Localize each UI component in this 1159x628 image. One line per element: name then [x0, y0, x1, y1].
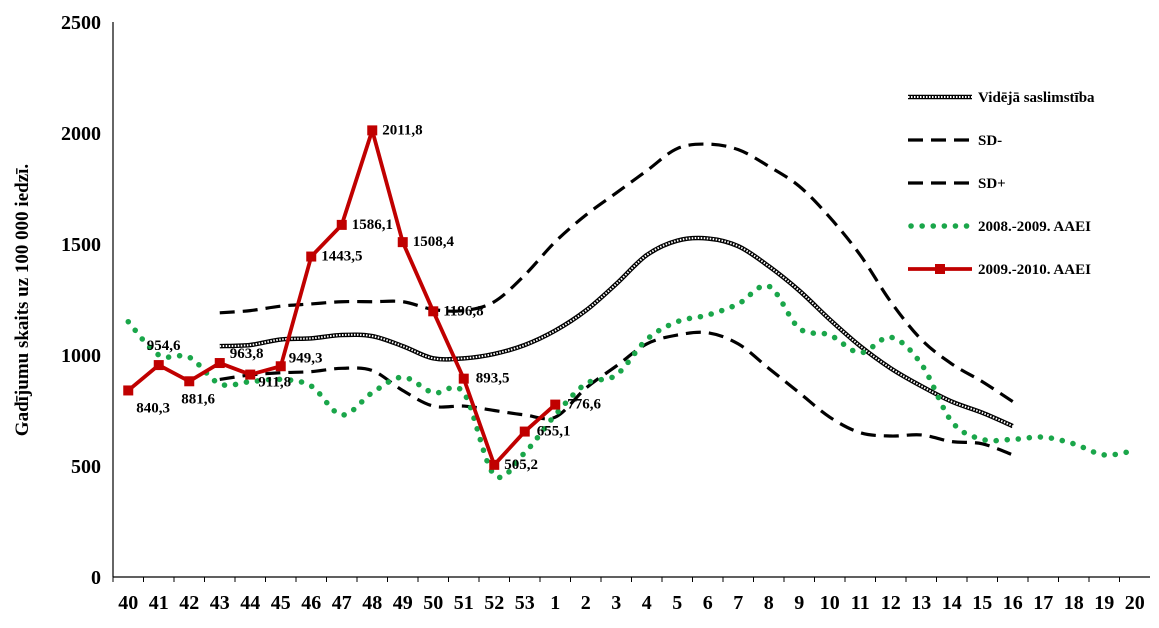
x-tick-label: 45 — [271, 592, 291, 614]
legend-sd-label: SD+ — [978, 176, 1006, 192]
x-tick-label: 52 — [484, 592, 504, 614]
series-2009-2010-aaei-point — [428, 306, 439, 317]
data-label: 2011,8 — [382, 122, 422, 138]
legend-2009-2010-aaei-label: 2009.-2010. AAEI — [978, 262, 1091, 278]
x-tick-label: 15 — [972, 592, 992, 614]
x-tick-label: 13 — [911, 592, 931, 614]
data-label: 1443,5 — [321, 249, 362, 265]
series-vid-j-saslimst-ba-line-inner — [219, 237, 1014, 427]
data-label: 911,8 — [258, 375, 291, 391]
series-2009-2010-aaei-point — [367, 125, 378, 136]
y-tick-label: 2000 — [61, 123, 101, 145]
x-tick-label: 46 — [301, 592, 321, 614]
series-2009-2010-aaei-point — [306, 251, 317, 262]
series-2009-2010-aaei-point — [214, 358, 225, 369]
series-2009-2010-aaei-point — [458, 373, 469, 384]
series-2009-2010-aaei-point — [153, 360, 164, 371]
x-tick-label: 9 — [794, 592, 804, 614]
x-tick-label: 41 — [149, 592, 169, 614]
series-2008-2009-aaei-line — [125, 282, 1138, 480]
x-tick-label: 10 — [820, 592, 840, 614]
data-label: 1508,4 — [413, 234, 455, 250]
x-tick-label: 44 — [240, 592, 260, 614]
data-label: 1196,8 — [443, 303, 483, 319]
x-tick-label: 50 — [423, 592, 443, 614]
x-tick-label: 8 — [764, 592, 774, 614]
x-tick-label: 20 — [1125, 592, 1145, 614]
x-tick-label: 14 — [942, 592, 962, 614]
series-2009-2010-aaei-point — [275, 361, 286, 372]
series-2009-2010-aaei-point — [489, 459, 500, 470]
x-tick-label: 48 — [362, 592, 382, 614]
x-tick-label: 43 — [210, 592, 230, 614]
legend-sd-label: SD- — [978, 133, 1002, 149]
series-vid-j-saslimst-ba-line — [219, 235, 1014, 429]
x-tick-label: 11 — [851, 592, 870, 614]
data-label: 840,3 — [136, 400, 170, 416]
x-tick-label: 1 — [550, 592, 560, 614]
x-tick-label: 18 — [1064, 592, 1084, 614]
series-2009-2010-aaei-point — [550, 399, 561, 410]
data-label: 881,6 — [181, 391, 215, 407]
data-label: 776,6 — [567, 397, 601, 413]
legend-sd: SD+ — [908, 176, 1006, 192]
data-label: 1586,1 — [352, 217, 393, 233]
y-tick-label: 1000 — [61, 345, 101, 367]
x-tick-labels: 40 41 42 43 44 45 46 47 48 49 50 51 52 53 1 2 3 4 5 6 7 8 9 10 1… — [112, 577, 1145, 614]
y-tick-label: 500 — [71, 456, 101, 478]
series-2009-2010-aaei-point — [184, 376, 195, 387]
series-sd-line — [219, 330, 1014, 457]
y-tick-label: 2500 — [61, 12, 101, 34]
series-2009-2010-aaei-point — [397, 237, 408, 248]
series-lines — [123, 125, 1138, 480]
legend-sd: SD- — [908, 133, 1002, 149]
data-label: 954,6 — [147, 338, 181, 354]
x-tick-label: 5 — [672, 592, 682, 614]
x-tick-label: 19 — [1094, 592, 1114, 614]
x-tick-label: 3 — [611, 592, 621, 614]
y-tick-labels: 0 500 1000 1500 2000 2500 — [61, 12, 101, 589]
y-tick-label: 1500 — [61, 234, 101, 256]
x-tick-label: 53 — [515, 592, 535, 614]
data-label: 949,3 — [289, 350, 323, 366]
legend-2008-2009-aaei-label: 2008.-2009. AAEI — [978, 219, 1091, 235]
legend: Vidējā saslimstība SD- SD+ 2008.-2009. AAEI… — [908, 90, 1095, 278]
legend-2008-2009-aaei: 2008.-2009. AAEI — [908, 219, 1091, 235]
legend-vid-j-saslimst-ba: Vidējā saslimstība — [908, 90, 1095, 106]
x-tick-label: 51 — [454, 592, 474, 614]
data-label: 893,5 — [476, 371, 510, 387]
data-label: 655,1 — [537, 424, 571, 440]
x-tick-label: 40 — [118, 592, 138, 614]
x-tick-label: 6 — [703, 592, 713, 614]
x-tick-label: 47 — [332, 592, 352, 614]
x-tick-label: 49 — [393, 592, 413, 614]
x-tick-label: 7 — [733, 592, 743, 614]
legend-2009-2010-aaei: 2009.-2010. AAEI — [908, 262, 1091, 278]
series-2009-2010-aaei-point — [519, 426, 530, 437]
legend-2009-2010-aaei-marker — [935, 264, 945, 274]
y-axis-label: Gadījumu skaits uz 100 000 iedzī. — [12, 164, 33, 436]
legend-vid-j-saslimst-ba-label: Vidējā saslimstība — [978, 90, 1095, 106]
series-sd-line — [219, 142, 1014, 403]
series-2009-2010-aaei-point — [336, 219, 347, 230]
x-tick-label: 2 — [581, 592, 591, 614]
y-tick-label: 0 — [91, 567, 101, 589]
data-labels: 840,3 954,6 881,6 963,8 911,8 949,3 1443,5 1586… — [136, 122, 601, 472]
data-label: 963,8 — [230, 346, 264, 362]
series-2009-2010-aaei-point — [245, 369, 256, 380]
x-tick-label: 12 — [881, 592, 901, 614]
x-tick-label: 4 — [642, 592, 652, 614]
data-label: 505,2 — [504, 457, 538, 473]
series-2009-2010-aaei-point — [123, 385, 134, 396]
x-tick-label: 42 — [179, 592, 199, 614]
x-tick-label: 17 — [1033, 592, 1053, 614]
x-tick-label: 16 — [1003, 592, 1023, 614]
